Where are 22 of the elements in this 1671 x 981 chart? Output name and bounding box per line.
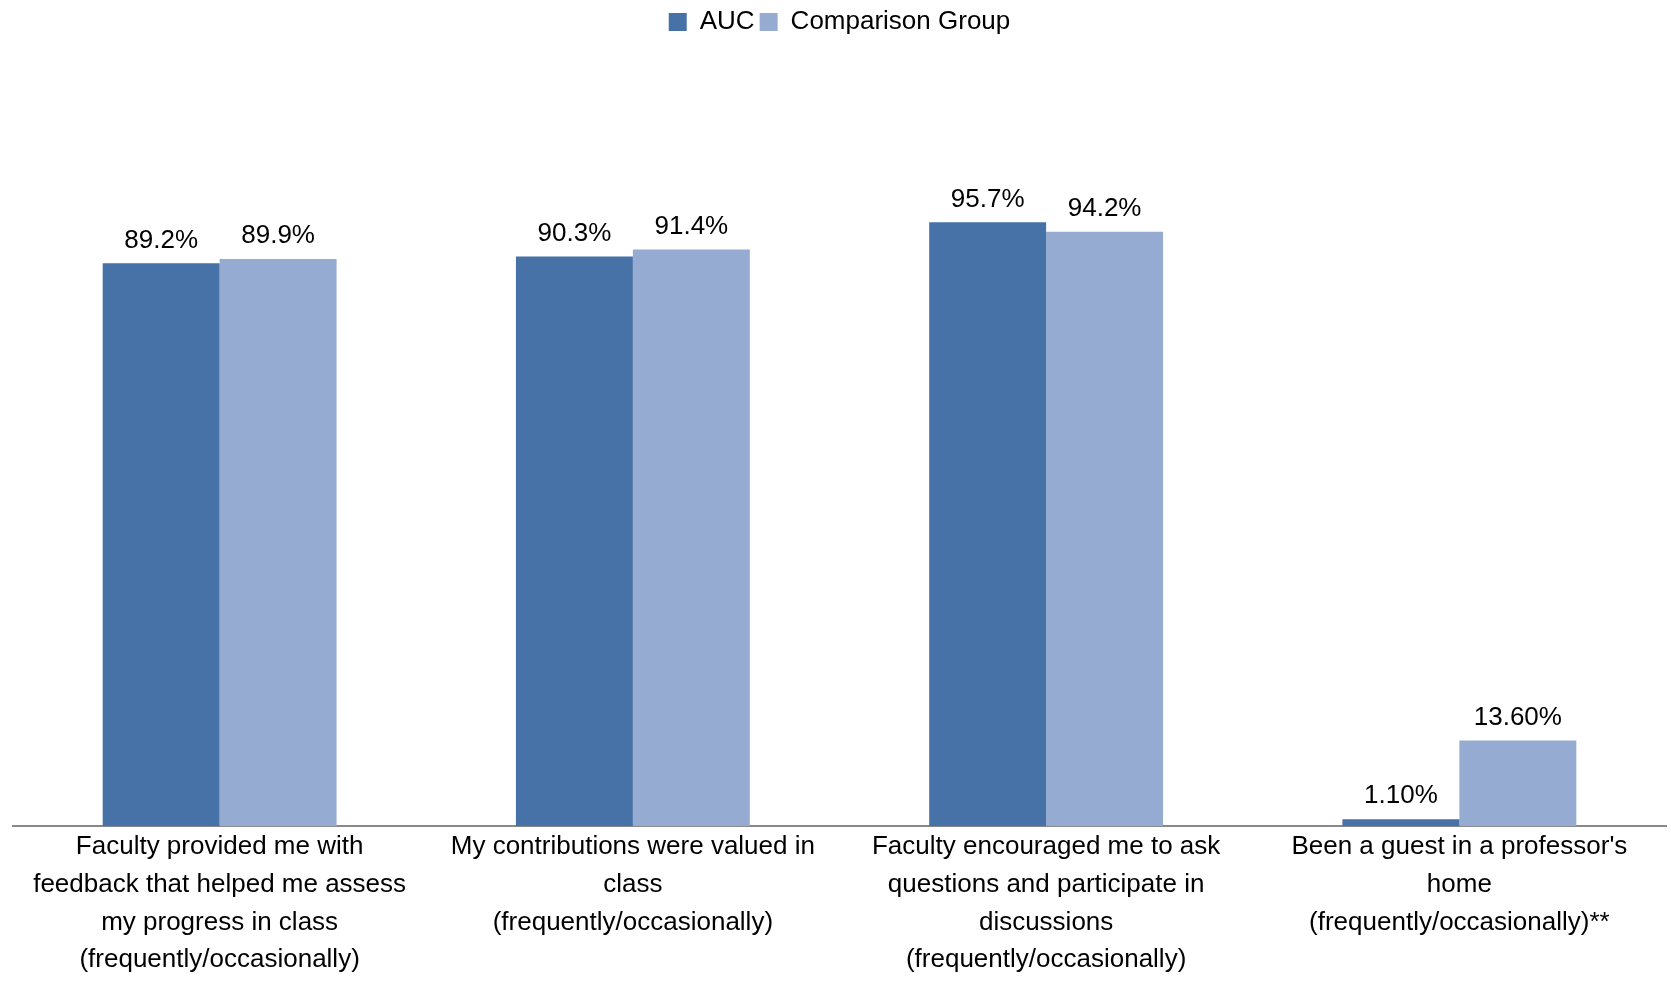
bar bbox=[1459, 740, 1577, 827]
bar bbox=[1046, 231, 1164, 827]
data-label: 90.3% bbox=[537, 216, 612, 247]
data-label: 91.4% bbox=[654, 209, 729, 240]
bar bbox=[515, 256, 633, 827]
bar bbox=[219, 258, 337, 827]
bar bbox=[929, 222, 1047, 827]
legend-label: AUC bbox=[699, 5, 755, 36]
data-label: 89.2% bbox=[124, 223, 199, 254]
data-label: 1.10% bbox=[1364, 779, 1438, 810]
x-tick-label: Faculty provided me with feedback that helped me assess my progress in class (frequently/occasionally) bbox=[33, 830, 407, 974]
x-tick-label: Faculty encouraged me to ask questions and participate in discussions (frequently/occasionally) bbox=[871, 830, 1222, 974]
data-label: 95.7% bbox=[950, 182, 1025, 213]
data-label: 89.9% bbox=[241, 219, 315, 250]
data-label: 13.60% bbox=[1473, 700, 1562, 731]
bar bbox=[102, 263, 220, 827]
bar bbox=[1342, 819, 1460, 827]
x-tick-label: My contributions were valued in class (frequently/occasionally) bbox=[450, 830, 815, 936]
legend-label: Comparison Group bbox=[790, 5, 1011, 36]
bar bbox=[632, 249, 750, 827]
data-label: 94.2% bbox=[1067, 191, 1142, 222]
x-tick-label: Been a guest in a professor's home (frequently/occasionally)** bbox=[1291, 830, 1628, 936]
